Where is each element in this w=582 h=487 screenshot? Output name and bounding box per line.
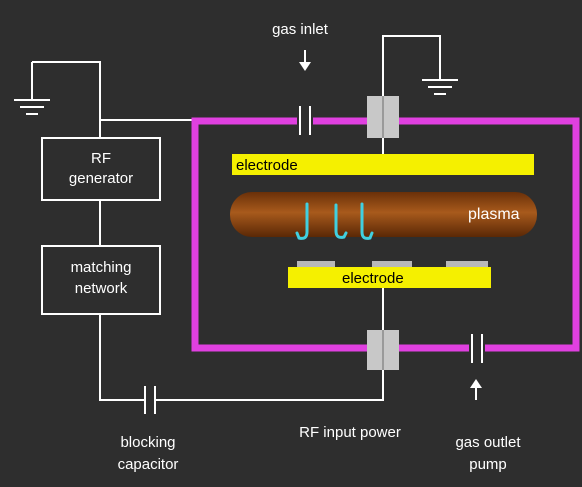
capacitor-to-chamber-wire xyxy=(155,370,384,401)
blocking-capacitor-label-1: blocking xyxy=(120,434,175,451)
matching-network-label-1: matching xyxy=(71,259,132,276)
top-electrode xyxy=(232,154,534,175)
rf-generator-label-2: generator xyxy=(69,170,133,187)
rf-feed-wire xyxy=(99,314,145,401)
gas-outlet-valve-icon xyxy=(471,334,483,363)
top-electrode-ground-wire xyxy=(382,35,441,96)
rf-input-power-label: RF input power xyxy=(299,424,401,441)
ground-right-icon xyxy=(422,79,458,95)
ground-left-wire xyxy=(32,61,101,138)
bottom-electrode xyxy=(288,267,491,288)
blocking-capacitor-icon xyxy=(144,386,156,414)
gas-inlet-arrow-icon xyxy=(299,50,311,71)
rf-generator-box xyxy=(41,137,161,201)
gas-outlet-label-2: pump xyxy=(469,456,507,473)
blocking-capacitor-label-2: capacitor xyxy=(118,456,179,473)
wafer-1 xyxy=(297,261,335,267)
gas-inlet-label: gas inlet xyxy=(272,21,329,38)
plasma-label: plasma xyxy=(468,206,520,223)
ground-left-icon xyxy=(14,62,50,115)
gas-inlet-valve-icon xyxy=(299,106,311,135)
gas-outlet-label-1: gas outlet xyxy=(455,434,521,451)
bottom-electrode-label: electrode xyxy=(342,270,404,287)
top-electrode-label: electrode xyxy=(236,157,298,174)
matching-network-label-2: network xyxy=(75,280,128,297)
ion-flow-icon xyxy=(295,202,374,240)
wafer-3 xyxy=(446,261,488,267)
wafer-2 xyxy=(372,261,412,267)
gas-outlet-arrow-icon xyxy=(470,379,482,400)
rf-generator-label-1: RF xyxy=(91,150,111,167)
